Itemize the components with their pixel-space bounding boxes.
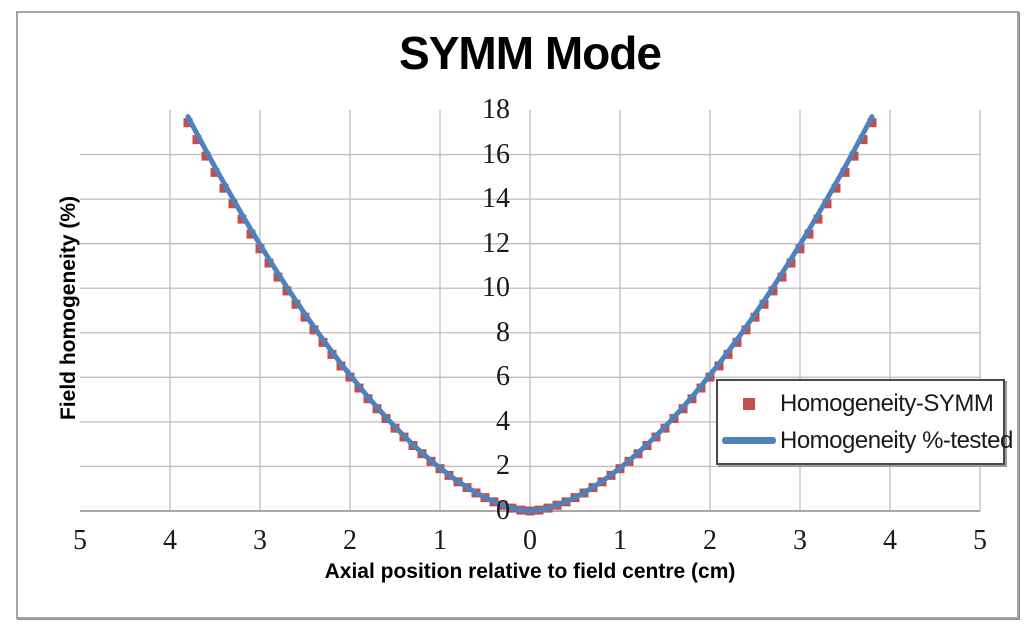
legend: Homogeneity-SYMM Homogeneity %-tested bbox=[716, 379, 1013, 465]
legend-label: Homogeneity-SYMM bbox=[780, 389, 994, 417]
x-tick-label: 2 bbox=[343, 525, 357, 556]
y-tick-label: 18 bbox=[482, 94, 510, 125]
x-tick-label: 3 bbox=[793, 525, 807, 556]
legend-line-swatch-box bbox=[718, 437, 780, 444]
legend-item-homogeneity-symm: Homogeneity-SYMM bbox=[718, 386, 1003, 422]
x-tick-label: 0 bbox=[523, 525, 537, 556]
legend-marker-swatch-box bbox=[718, 397, 780, 410]
y-tick-label: 16 bbox=[482, 138, 510, 170]
y-axis-title: Field homogeneity (%) bbox=[57, 196, 80, 421]
x-tick-label: 1 bbox=[433, 525, 447, 556]
x-tick-label: 3 bbox=[253, 525, 267, 556]
y-tick-label: 0 bbox=[496, 495, 510, 526]
y-tick-label: 2 bbox=[496, 450, 510, 482]
y-tick-label: 8 bbox=[496, 316, 510, 348]
chart-title: SYMM Mode bbox=[399, 27, 662, 79]
x-tick-label: 4 bbox=[883, 525, 897, 556]
x-tick-label: 5 bbox=[73, 525, 87, 556]
x-tick-label: 2 bbox=[703, 525, 717, 556]
legend-item-homogeneity-tested: Homogeneity %-tested bbox=[718, 423, 1013, 459]
y-tick-label: 10 bbox=[482, 272, 510, 304]
x-tick-label: 1 bbox=[613, 525, 627, 556]
x-axis-title: Axial position relative to field centre … bbox=[324, 560, 736, 583]
square-marker-icon bbox=[743, 397, 755, 410]
y-tick-label: 6 bbox=[496, 361, 510, 393]
x-tick-label: 5 bbox=[973, 525, 987, 556]
x-tick-label: 4 bbox=[163, 525, 177, 556]
chart-border bbox=[16, 11, 1019, 619]
line-sample-icon bbox=[722, 437, 776, 444]
y-tick-label: 14 bbox=[482, 183, 510, 215]
y-tick-label: 4 bbox=[496, 405, 510, 437]
y-tick-label: 12 bbox=[482, 227, 510, 259]
legend-label: Homogeneity %-tested bbox=[780, 426, 1013, 454]
